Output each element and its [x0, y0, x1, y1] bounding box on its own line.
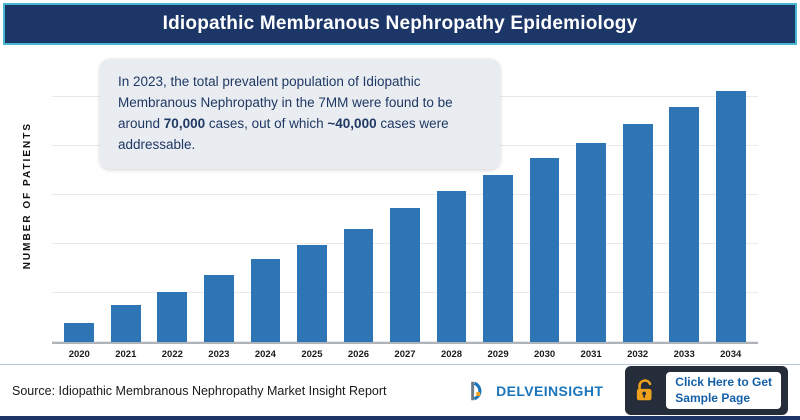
bar-cell-2032 [614, 53, 661, 342]
page-title: Idiopathic Membranous Nephropathy Epidem… [162, 13, 638, 34]
bar-cell-2027 [382, 53, 429, 342]
bar-cell-2029 [475, 53, 522, 342]
x-axis-label-2032: 2032 [627, 349, 649, 360]
x-axis-label-2025: 2025 [301, 349, 323, 360]
footer: Source: Idiopathic Membranous Nephropath… [0, 364, 800, 416]
y-axis-title-wrap: NUMBER OF PATIENTS [12, 53, 42, 364]
cta-label[interactable]: Click Here to Get Sample Page [666, 371, 781, 410]
bar-2029 [483, 175, 513, 342]
header-banner: Idiopathic Membranous Nephropathy Epidem… [3, 3, 797, 45]
delveinsight-logo-text: DELVEINSIGHT [496, 382, 604, 399]
callout-text: cases, out of which [205, 115, 328, 131]
bar-cell-2024 [242, 53, 289, 342]
callout-text: cases were addressable. [118, 115, 449, 152]
chart-section: NUMBER OF PATIENTS 2020 2021 2022 2023 2024 2… [0, 45, 800, 364]
x-axis-label-2024: 2024 [254, 349, 276, 360]
callout-highlight-total: 70,000 [163, 115, 206, 131]
x-axis-label-2022: 2022 [161, 349, 183, 360]
bar-cell-2023 [196, 53, 243, 342]
bar-2034 [715, 90, 746, 342]
x-axis-label-2028: 2028 [440, 349, 463, 360]
bottom-accent-bar [0, 416, 800, 420]
bar-cell-2026 [335, 53, 382, 342]
bar-2023 [203, 274, 234, 342]
sample-page-cta[interactable]: Click Here to Get Sample Page [625, 365, 788, 416]
x-axis-label-2034: 2034 [720, 349, 742, 360]
bar-cell-2021 [103, 53, 150, 342]
bar-2022 [157, 291, 188, 342]
x-axis-label-2020: 2020 [68, 349, 90, 360]
bar-cell-2030 [521, 53, 568, 342]
cta-label-line2: Sample Page [675, 390, 750, 405]
x-axis-label-2023: 2023 [208, 349, 230, 360]
bar-cell-2034 [707, 53, 754, 342]
callout: In 2023, the total prevalent population … [100, 59, 500, 169]
bar-2031 [576, 142, 606, 342]
bar-cell-2022 [149, 53, 196, 342]
x-axis-label-2026: 2026 [347, 349, 370, 360]
bar-2021 [110, 305, 141, 342]
bar-2027 [390, 208, 420, 342]
bar-2028 [436, 190, 467, 342]
cta-label-line1: Click Here to Get [675, 374, 772, 389]
x-axis-label-2031: 2031 [580, 349, 602, 360]
bar-2030 [529, 158, 560, 342]
bar-cell-2020 [56, 53, 103, 342]
delveinsight-d-icon [471, 381, 482, 400]
x-axis-label-2027: 2027 [394, 349, 416, 360]
bar-2024 [250, 259, 281, 342]
x-axis-label-2029: 2029 [487, 349, 509, 360]
source-text: Source: Idiopathic Membranous Nephropath… [12, 383, 387, 398]
unlocked-padlock-icon [632, 378, 658, 404]
bar-chart: 2020 2021 2022 2023 2024 2025 2026 2027 2028 2029… [52, 53, 758, 364]
delveinsight-logo: DELVEINSIGHT [467, 379, 603, 403]
bar-cell-2028 [428, 53, 475, 342]
bar-2020 [64, 322, 95, 342]
bar-cell-2031 [568, 53, 615, 342]
x-axis-label-2030: 2030 [534, 349, 556, 360]
bar-cell-2025 [289, 53, 336, 342]
bar-2025 [297, 244, 327, 342]
callout-text: In 2023, the total prevalent population … [118, 74, 453, 131]
bar-cell-2033 [661, 53, 708, 342]
bar-2032 [622, 124, 653, 342]
x-axis-label-2021: 2021 [115, 349, 137, 360]
x-axis-label-2033: 2033 [673, 349, 695, 360]
x-axis-labels: 2020 2021 2022 2023 2024 2025 2026 2027 2028 2029… [52, 344, 758, 364]
y-axis-title: NUMBER OF PATIENTS [21, 121, 33, 270]
callout-highlight-addressable: ~40,000 [327, 115, 377, 131]
bar-2033 [669, 106, 700, 342]
bar-2026 [343, 229, 374, 342]
